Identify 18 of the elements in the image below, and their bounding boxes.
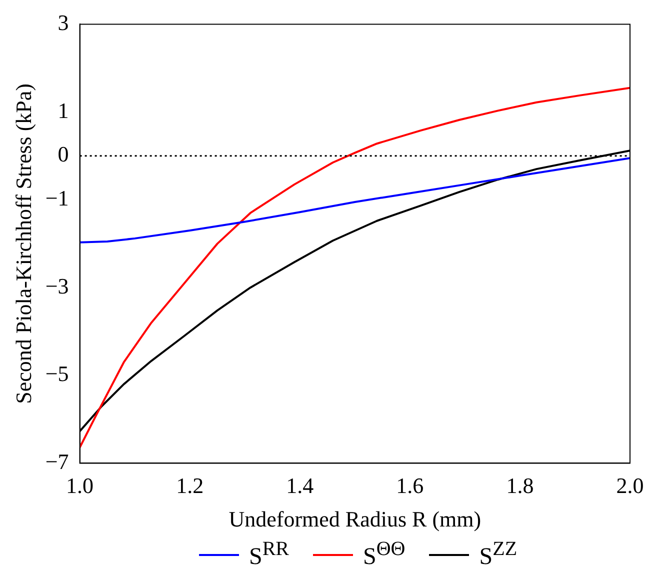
x-tick-label: 1.2 xyxy=(176,473,204,498)
y-tick-label: −7 xyxy=(45,448,69,474)
y-tick-label: 1 xyxy=(58,98,69,123)
y-tick-label: −5 xyxy=(45,361,69,386)
x-axis-title: Undeformed Radius R (mm) xyxy=(228,506,482,532)
y-tick-label: 3 xyxy=(58,10,69,35)
x-tick-label: 1.8 xyxy=(506,473,534,498)
legend-label: S$^{ZZ}$ xyxy=(479,538,518,571)
x-tick-label: 2.0 xyxy=(616,473,644,498)
x-tick-label: 1.4 xyxy=(286,473,314,498)
x-tick-label: 1.6 xyxy=(396,473,424,498)
legend-label: S$^{RR}$ xyxy=(248,538,289,571)
y-tick-label: −1 xyxy=(45,186,69,211)
y-axis-title: Second Piola-Kirchhoff Stress (kPa) xyxy=(10,84,36,404)
legend-label: S$^{ΘΘ}$ xyxy=(363,538,406,571)
y-tick-label: −3 xyxy=(45,273,69,298)
x-tick-label: 1.0 xyxy=(66,473,94,498)
y-tick-label: 0 xyxy=(58,142,69,167)
